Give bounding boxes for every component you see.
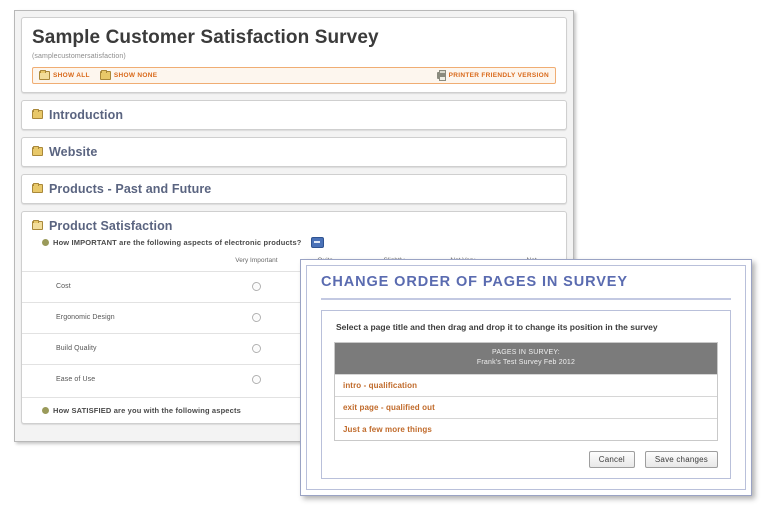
page-title: Sample Customer Satisfaction Survey [32, 27, 379, 48]
question-bullet-icon [42, 238, 49, 246]
section-products-past-and-future[interactable]: Products - Past and Future [21, 173, 567, 204]
section-title: Products - Past and Future [49, 181, 212, 196]
pages-in-survey-list: PAGES IN SURVEY: Frank's Test Survey Feb… [334, 341, 718, 442]
row-label: Cost [22, 270, 222, 303]
save-changes-button[interactable]: Save changes [644, 451, 718, 469]
list-item[interactable]: Just a few more things [335, 418, 717, 441]
survey-header-panel: Sample Customer Satisfaction Survey (sam… [21, 17, 567, 93]
row-label: Build Quality [22, 332, 222, 365]
printer-friendly-version-button[interactable]: PRINTER FRIENDLY VERSION [436, 69, 549, 81]
printer-friendly-label: PRINTER FRIENDLY VERSION [448, 71, 549, 79]
radio-cell[interactable] [222, 332, 291, 365]
section-website-row[interactable]: Website [22, 138, 566, 166]
dialog-footer: Cancel Save changes [334, 441, 718, 469]
row-label: Ergonomic Design [22, 301, 222, 334]
section-website[interactable]: Website [21, 136, 567, 167]
survey-toolbar: SHOW ALL SHOW NONE PRINTER FRIENDLY VERS… [32, 66, 556, 84]
show-none-button[interactable]: SHOW NONE [99, 69, 158, 80]
folder-closed-icon [32, 146, 43, 157]
section-introduction[interactable]: Introduction [21, 99, 567, 130]
question-importance: How IMPORTANT are the following aspects … [22, 235, 566, 252]
section-products-row[interactable]: Products - Past and Future [22, 175, 566, 203]
question-options-badge-icon[interactable] [310, 236, 324, 248]
cancel-button[interactable]: Cancel [588, 451, 635, 469]
radio-button[interactable] [251, 343, 261, 353]
radio-cell[interactable] [222, 363, 291, 395]
section-product-satisfaction-row[interactable]: Product Satisfaction [22, 212, 566, 235]
section-introduction-row[interactable]: Introduction [22, 101, 566, 129]
radio-button[interactable] [251, 374, 261, 384]
radio-cell[interactable] [222, 301, 291, 334]
radio-button[interactable] [251, 312, 261, 322]
radio-button[interactable] [251, 281, 261, 291]
pages-list-header: PAGES IN SURVEY: Frank's Test Survey Feb… [335, 342, 717, 375]
folder-closed-icon [99, 69, 111, 80]
printer-icon [436, 69, 446, 81]
list-item[interactable]: exit page - qualified out [335, 396, 717, 419]
question-bullet-icon [42, 406, 49, 414]
pages-list-header-line1: PAGES IN SURVEY: [492, 348, 560, 356]
matrix-corner-cell [22, 254, 222, 272]
question-text: How SATISFIED are you with the following… [53, 405, 241, 415]
change-order-of-pages-dialog: CHANGE ORDER OF PAGES IN SURVEY Select a… [300, 259, 752, 496]
dialog-title: CHANGE ORDER OF PAGES IN SURVEY [321, 274, 731, 300]
column-header: Very Important [235, 256, 278, 264]
show-none-label: SHOW NONE [113, 71, 158, 79]
dialog-instructions: Select a page title and then drag and dr… [336, 322, 658, 332]
show-all-button[interactable]: SHOW ALL [39, 69, 90, 80]
folder-open-icon [39, 69, 50, 80]
folder-closed-icon [32, 183, 43, 194]
list-item[interactable]: intro - qualification [335, 374, 717, 397]
row-label: Ease of Use [22, 363, 222, 395]
section-title: Introduction [49, 107, 124, 122]
survey-slug: (samplecustomersatisfaction) [32, 52, 126, 60]
pages-list-header-line2: Frank's Test Survey Feb 2012 [476, 358, 576, 366]
folder-open-icon [32, 220, 43, 231]
question-text: How IMPORTANT are the following aspects … [53, 237, 302, 247]
dialog-body: Select a page title and then drag and dr… [321, 310, 731, 480]
dialog-inner-frame: CHANGE ORDER OF PAGES IN SURVEY Select a… [306, 265, 746, 490]
radio-cell[interactable] [222, 270, 291, 303]
section-title: Product Satisfaction [49, 218, 173, 233]
folder-closed-icon [32, 109, 43, 120]
show-all-label: SHOW ALL [53, 71, 90, 79]
section-title: Website [49, 144, 98, 159]
question-satisfaction: How SATISFIED are you with the following… [22, 396, 566, 419]
